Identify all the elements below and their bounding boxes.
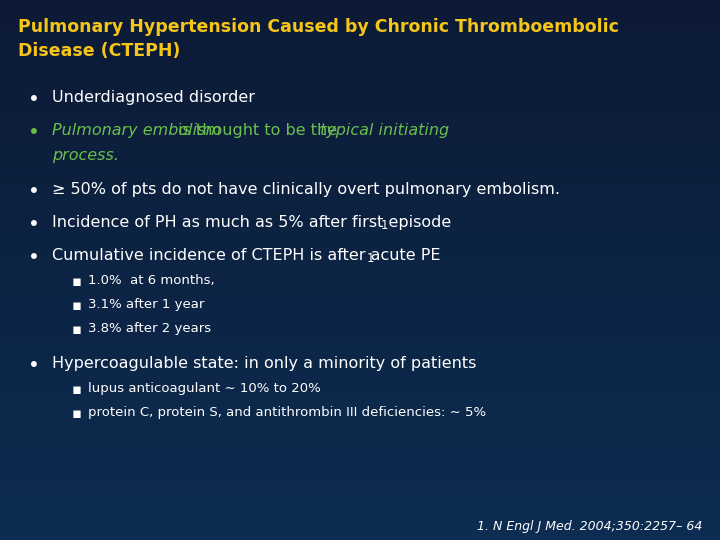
Text: Disease (CTEPH): Disease (CTEPH) xyxy=(18,42,181,60)
Text: ≥ 50% of pts do not have clinically overt pulmonary embolism.: ≥ 50% of pts do not have clinically over… xyxy=(52,182,560,197)
Text: ▪: ▪ xyxy=(72,406,82,421)
Text: ▪: ▪ xyxy=(72,382,82,397)
Text: Cumulative incidence of CTEPH is after acute PE: Cumulative incidence of CTEPH is after a… xyxy=(52,248,441,263)
Text: •: • xyxy=(28,123,40,142)
Text: ▪: ▪ xyxy=(72,322,82,337)
Text: Underdiagnosed disorder: Underdiagnosed disorder xyxy=(52,90,255,105)
Text: Pulmonary embolism: Pulmonary embolism xyxy=(52,123,221,138)
Text: ▪: ▪ xyxy=(72,274,82,289)
Text: 1. N Engl J Med. 2004;350:2257– 64: 1. N Engl J Med. 2004;350:2257– 64 xyxy=(477,520,702,533)
Text: 1.0%  at 6 months,: 1.0% at 6 months, xyxy=(88,274,215,287)
Text: lupus anticoagulant ∼ 10% to 20%: lupus anticoagulant ∼ 10% to 20% xyxy=(88,382,320,395)
Text: 1: 1 xyxy=(380,219,388,232)
Text: Incidence of PH as much as 5% after first episode: Incidence of PH as much as 5% after firs… xyxy=(52,215,451,230)
Text: ▪: ▪ xyxy=(72,298,82,313)
Text: 1: 1 xyxy=(367,252,374,265)
Text: Pulmonary Hypertension Caused by Chronic Thromboembolic: Pulmonary Hypertension Caused by Chronic… xyxy=(18,18,619,36)
Text: 3.8% after 2 years: 3.8% after 2 years xyxy=(88,322,211,335)
Text: is thought to be the: is thought to be the xyxy=(173,123,342,138)
Text: •: • xyxy=(28,248,40,267)
Text: •: • xyxy=(28,215,40,234)
Text: •: • xyxy=(28,356,40,375)
Text: protein C, protein S, and antithrombin III deficiencies: ∼ 5%: protein C, protein S, and antithrombin I… xyxy=(88,406,486,419)
Text: process.: process. xyxy=(52,148,119,163)
Text: •: • xyxy=(28,182,40,201)
Text: 3.1% after 1 year: 3.1% after 1 year xyxy=(88,298,204,311)
Text: •: • xyxy=(28,90,40,109)
Text: typical initiating: typical initiating xyxy=(320,123,449,138)
Text: Hypercoagulable state: in only a minority of patients: Hypercoagulable state: in only a minorit… xyxy=(52,356,477,371)
